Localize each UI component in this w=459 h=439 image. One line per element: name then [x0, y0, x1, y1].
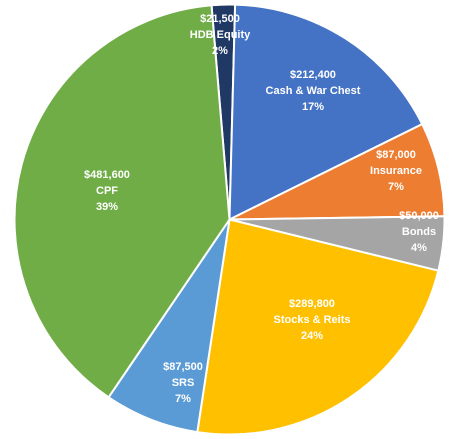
- data-label-percent: 39%: [96, 201, 118, 213]
- pie-slice-stocks-and-reits: [196, 218, 440, 436]
- data-label-percent: 24%: [301, 330, 323, 342]
- data-label-bonds: $50,000 Bonds 4%: [399, 210, 439, 254]
- data-label-amount: $87,500: [163, 361, 203, 373]
- data-label-amount: $21,500: [200, 13, 240, 25]
- data-label-amount: $289,800: [289, 298, 335, 310]
- data-label-category: HDB Equity: [190, 29, 251, 41]
- data-label-category: Bonds: [402, 226, 436, 238]
- data-label-insurance: $87,000 Insurance 7%: [370, 149, 422, 193]
- pie-slice-cpf: [13, 4, 231, 399]
- data-label-percent: 17%: [302, 101, 324, 113]
- data-label-amount: $212,400: [290, 69, 336, 81]
- data-label-percent: 7%: [388, 181, 404, 193]
- data-label-stocks-and-reits: $289,800 Stocks & Reits 24%: [273, 298, 350, 342]
- data-label-percent: 7%: [175, 393, 191, 405]
- pie-slice-cash-and-war-chest: [228, 3, 424, 222]
- data-label-hdb-equity: $21,500 HDB Equity 2%: [190, 13, 251, 57]
- data-label-srs: $87,500 SRS 7%: [163, 361, 203, 405]
- data-label-category: Insurance: [370, 165, 422, 177]
- data-label-cpf: $481,600 CPF 39%: [84, 169, 130, 213]
- data-label-percent: 4%: [411, 242, 427, 254]
- data-label-category: Cash & War Chest: [266, 85, 361, 97]
- data-label-category: SRS: [172, 377, 195, 389]
- data-label-category: Stocks & Reits: [273, 314, 350, 326]
- data-label-category: CPF: [96, 185, 118, 197]
- data-label-amount: $481,600: [84, 169, 130, 181]
- data-label-amount: $50,000: [399, 210, 439, 222]
- data-label-cash-and-war-chest: $212,400 Cash & War Chest 17%: [266, 69, 361, 113]
- data-label-percent: 2%: [212, 45, 228, 57]
- data-label-amount: $87,000: [376, 149, 416, 161]
